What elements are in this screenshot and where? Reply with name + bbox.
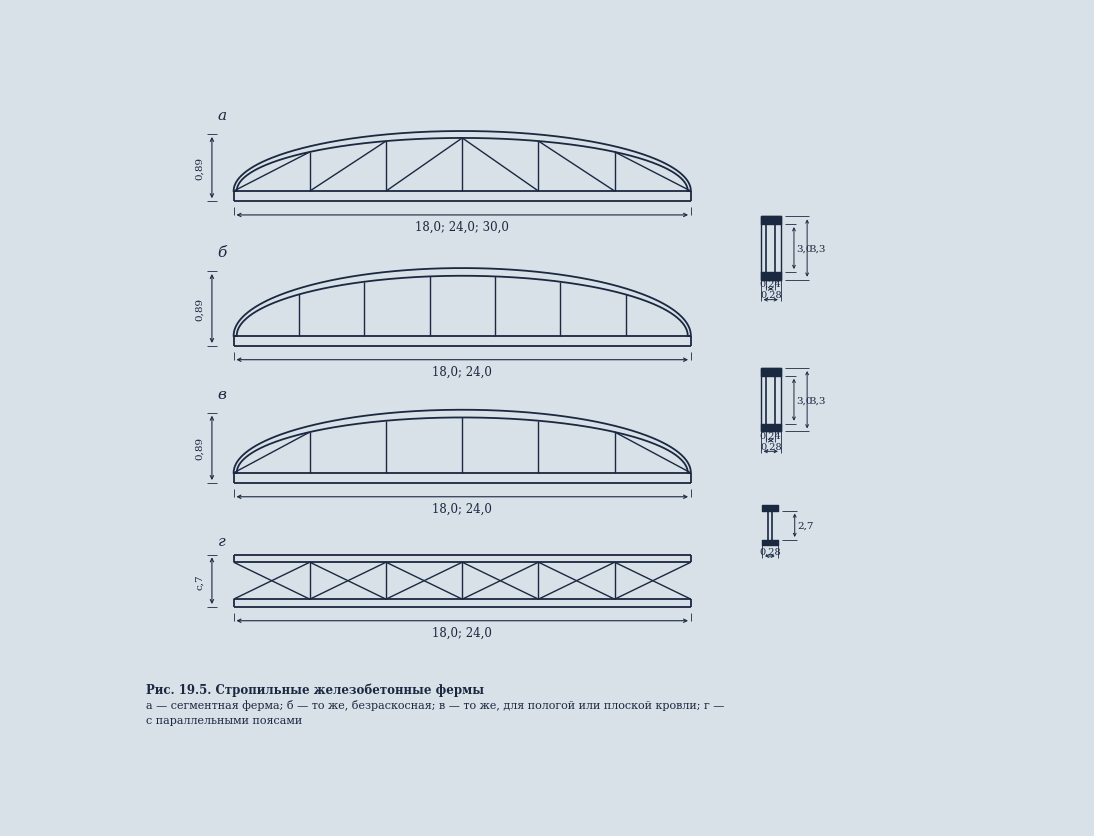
Text: 3,3: 3,3 [810,395,826,405]
Text: 18,0; 24,0; 30,0: 18,0; 24,0; 30,0 [416,221,509,233]
Text: 3,3: 3,3 [810,244,826,253]
Text: Рис. 19.5. Стропильные железобетонные фермы: Рис. 19.5. Стропильные железобетонные фе… [147,682,485,696]
Text: 0,89: 0,89 [195,157,205,180]
Text: 3,0: 3,0 [796,395,813,405]
Text: 0,24: 0,24 [760,431,781,441]
Text: 18,0; 24,0: 18,0; 24,0 [432,364,492,378]
Text: 18,0; 24,0: 18,0; 24,0 [432,502,492,515]
Text: 0,89: 0,89 [195,436,205,460]
Text: г: г [218,535,225,548]
Text: с параллельными поясами: с параллельными поясами [147,715,302,725]
Text: с,7: с,7 [195,573,205,589]
Text: 0,28: 0,28 [760,442,781,451]
Text: 0,28: 0,28 [760,291,781,299]
Text: 0,24: 0,24 [760,280,781,288]
Text: а: а [218,109,226,123]
Text: в: в [218,387,226,401]
Text: 2,7: 2,7 [798,521,814,530]
Text: б: б [218,246,226,259]
Text: а — сегментная ферма; б — то же, безраскосная; в — то же, для пологой или плоско: а — сегментная ферма; б — то же, безраск… [147,700,724,711]
Text: 18,0; 24,0: 18,0; 24,0 [432,625,492,639]
Text: 3,0: 3,0 [796,244,813,253]
Text: 0,28: 0,28 [759,547,781,556]
Text: 0,89: 0,89 [195,298,205,321]
